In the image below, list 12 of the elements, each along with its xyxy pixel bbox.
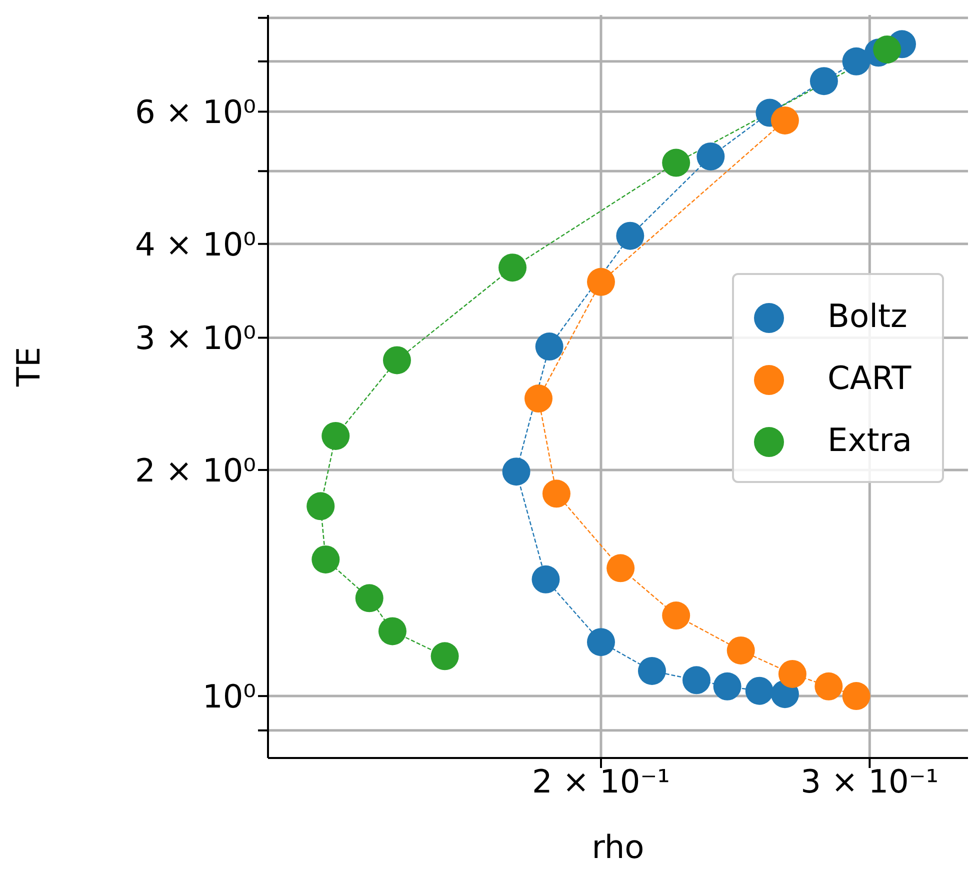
x-tick-label: 2 × 10⁻¹ xyxy=(532,762,670,801)
legend-label: CART xyxy=(828,359,912,397)
y-tick-label: 3 × 10⁰ xyxy=(134,319,256,358)
y-tick-label: 2 × 10⁰ xyxy=(134,451,256,490)
y-axis-title: TE xyxy=(9,346,48,388)
y-tick-label: 10⁰ xyxy=(202,677,256,716)
x-axis-title: rho xyxy=(592,828,644,866)
y-tick-label: 4 × 10⁰ xyxy=(134,225,256,264)
x-tick-label: 3 × 10⁻¹ xyxy=(800,762,939,801)
y-tick-label: 6 × 10⁰ xyxy=(134,93,256,132)
legend-label: Boltz xyxy=(828,297,908,335)
legend-label: Extra xyxy=(828,421,912,459)
